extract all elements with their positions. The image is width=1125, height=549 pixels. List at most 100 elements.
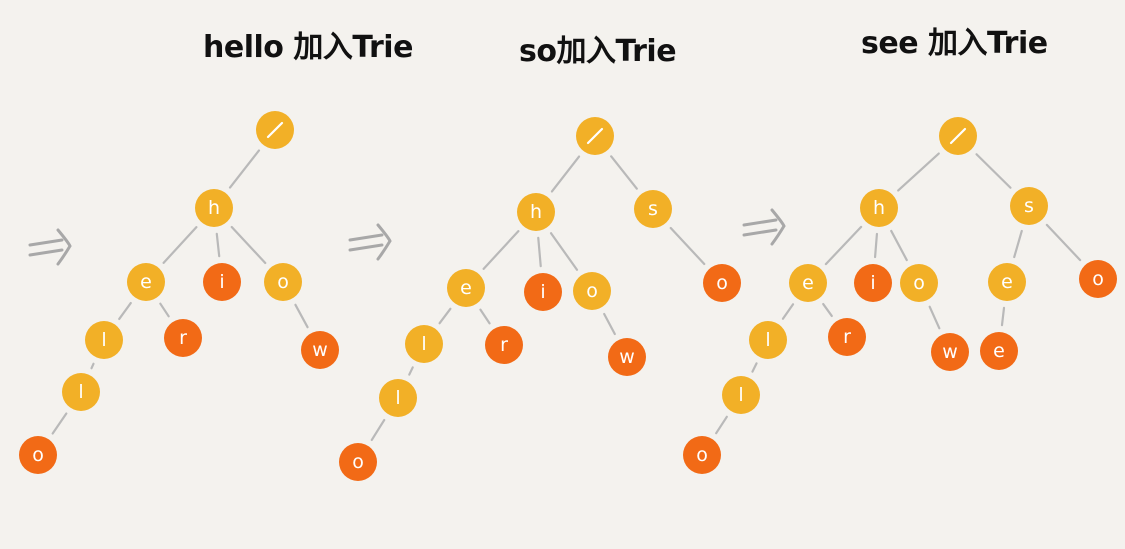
trie-node: e [127,263,165,301]
trie-node: l [722,376,760,414]
node-label: o [1092,268,1104,290]
node-label: o [716,272,728,294]
trie-node [256,111,294,149]
trie-edges [715,152,1082,435]
trie-edge [408,366,414,376]
trie-node: l [85,321,123,359]
trie-edge [603,312,616,336]
trie-node: o [573,272,611,310]
double-arrow-icon [28,228,72,266]
node-label: i [219,271,224,293]
trie-edge [162,226,198,264]
trie-node: s [634,190,672,228]
node-label: w [619,346,635,368]
trie-node-terminal: i [854,264,892,302]
node-label: l [395,387,400,409]
trie-node-terminal: i [524,273,562,311]
trie-node: o [264,263,302,301]
trie-edge [1045,223,1082,262]
node-label: s [648,198,658,220]
node-label: r [179,327,187,349]
trie-edge [897,152,940,192]
node-label: o [586,280,598,302]
trie-edge [928,305,941,330]
node-label: o [277,271,289,293]
node-label: l [765,329,770,351]
trie-node: o [900,264,938,302]
node-label: h [208,197,220,219]
trie-node [576,117,614,155]
trie-node: e [447,269,485,307]
trie-node-terminal: r [164,319,202,357]
trie-edge [482,230,520,270]
trie-edge [159,302,170,318]
panel-title-hello: hello 加入Trie [203,30,413,65]
trie-edge [824,225,863,266]
node-label: i [870,272,875,294]
node-label: e [140,271,152,293]
trie-edges [370,155,706,442]
trie-edge [51,412,68,435]
trie-node-terminal: e [980,332,1018,370]
node-label: e [1001,271,1013,293]
double-arrow-icon [348,223,392,261]
node-label: r [500,334,508,356]
node-label: o [913,272,925,294]
trie-edge [822,302,833,318]
trie-edge [873,232,879,259]
trie-edge [370,418,386,442]
trie-node: l [379,379,417,417]
node-label: e [993,340,1005,362]
trie-node-terminal: o [19,436,57,474]
trie-edge [215,232,221,258]
trie-node: e [789,264,827,302]
trie-edge [751,362,758,373]
node-label: l [101,329,106,351]
node-label: h [873,197,885,219]
node-label: w [312,339,328,361]
node-label: l [421,333,426,355]
trie-edge [610,155,638,190]
node-label: s [1024,195,1034,217]
trie-node: e [988,263,1026,301]
trie-node [939,117,977,155]
trie-edges [51,149,309,435]
trie-node: l [62,373,100,411]
trie-edge [479,308,491,325]
trie-edge [228,149,261,189]
trie-node-terminal: i [203,263,241,301]
trie-edge [1000,306,1006,327]
trie-node: h [195,189,233,227]
trie-edge [1013,229,1023,259]
trie-edge [781,303,795,320]
trie-node-terminal: r [828,318,866,356]
trie-edge [669,226,706,266]
node-label: e [802,272,814,294]
trie-edge [975,153,1012,189]
trie-node-terminal: w [608,338,646,376]
trie-node-terminal: r [485,326,523,364]
trie-node-terminal: w [301,331,339,369]
double-arrow-icon [742,208,786,246]
trie-edge [230,225,267,265]
trie-node: h [517,193,555,231]
trie-node-terminal: o [703,264,741,302]
panel-title-see: see 加入Trie [861,26,1048,61]
trie-node-terminal: o [1079,260,1117,298]
node-label: h [530,201,542,223]
trie-edge [537,236,542,268]
trie-edge [294,303,309,329]
node-label: w [942,341,958,363]
trie-edge [890,229,908,262]
trie-node-terminal: o [339,443,377,481]
node-label: o [32,444,44,466]
node-label: i [540,281,545,303]
node-label: o [696,444,708,466]
trie-node: l [749,321,787,359]
trie-node-terminal: w [931,333,969,371]
node-label: r [843,326,851,348]
trie-edge [90,362,95,370]
node-label: l [738,384,743,406]
trie-node-terminal: o [683,436,721,474]
